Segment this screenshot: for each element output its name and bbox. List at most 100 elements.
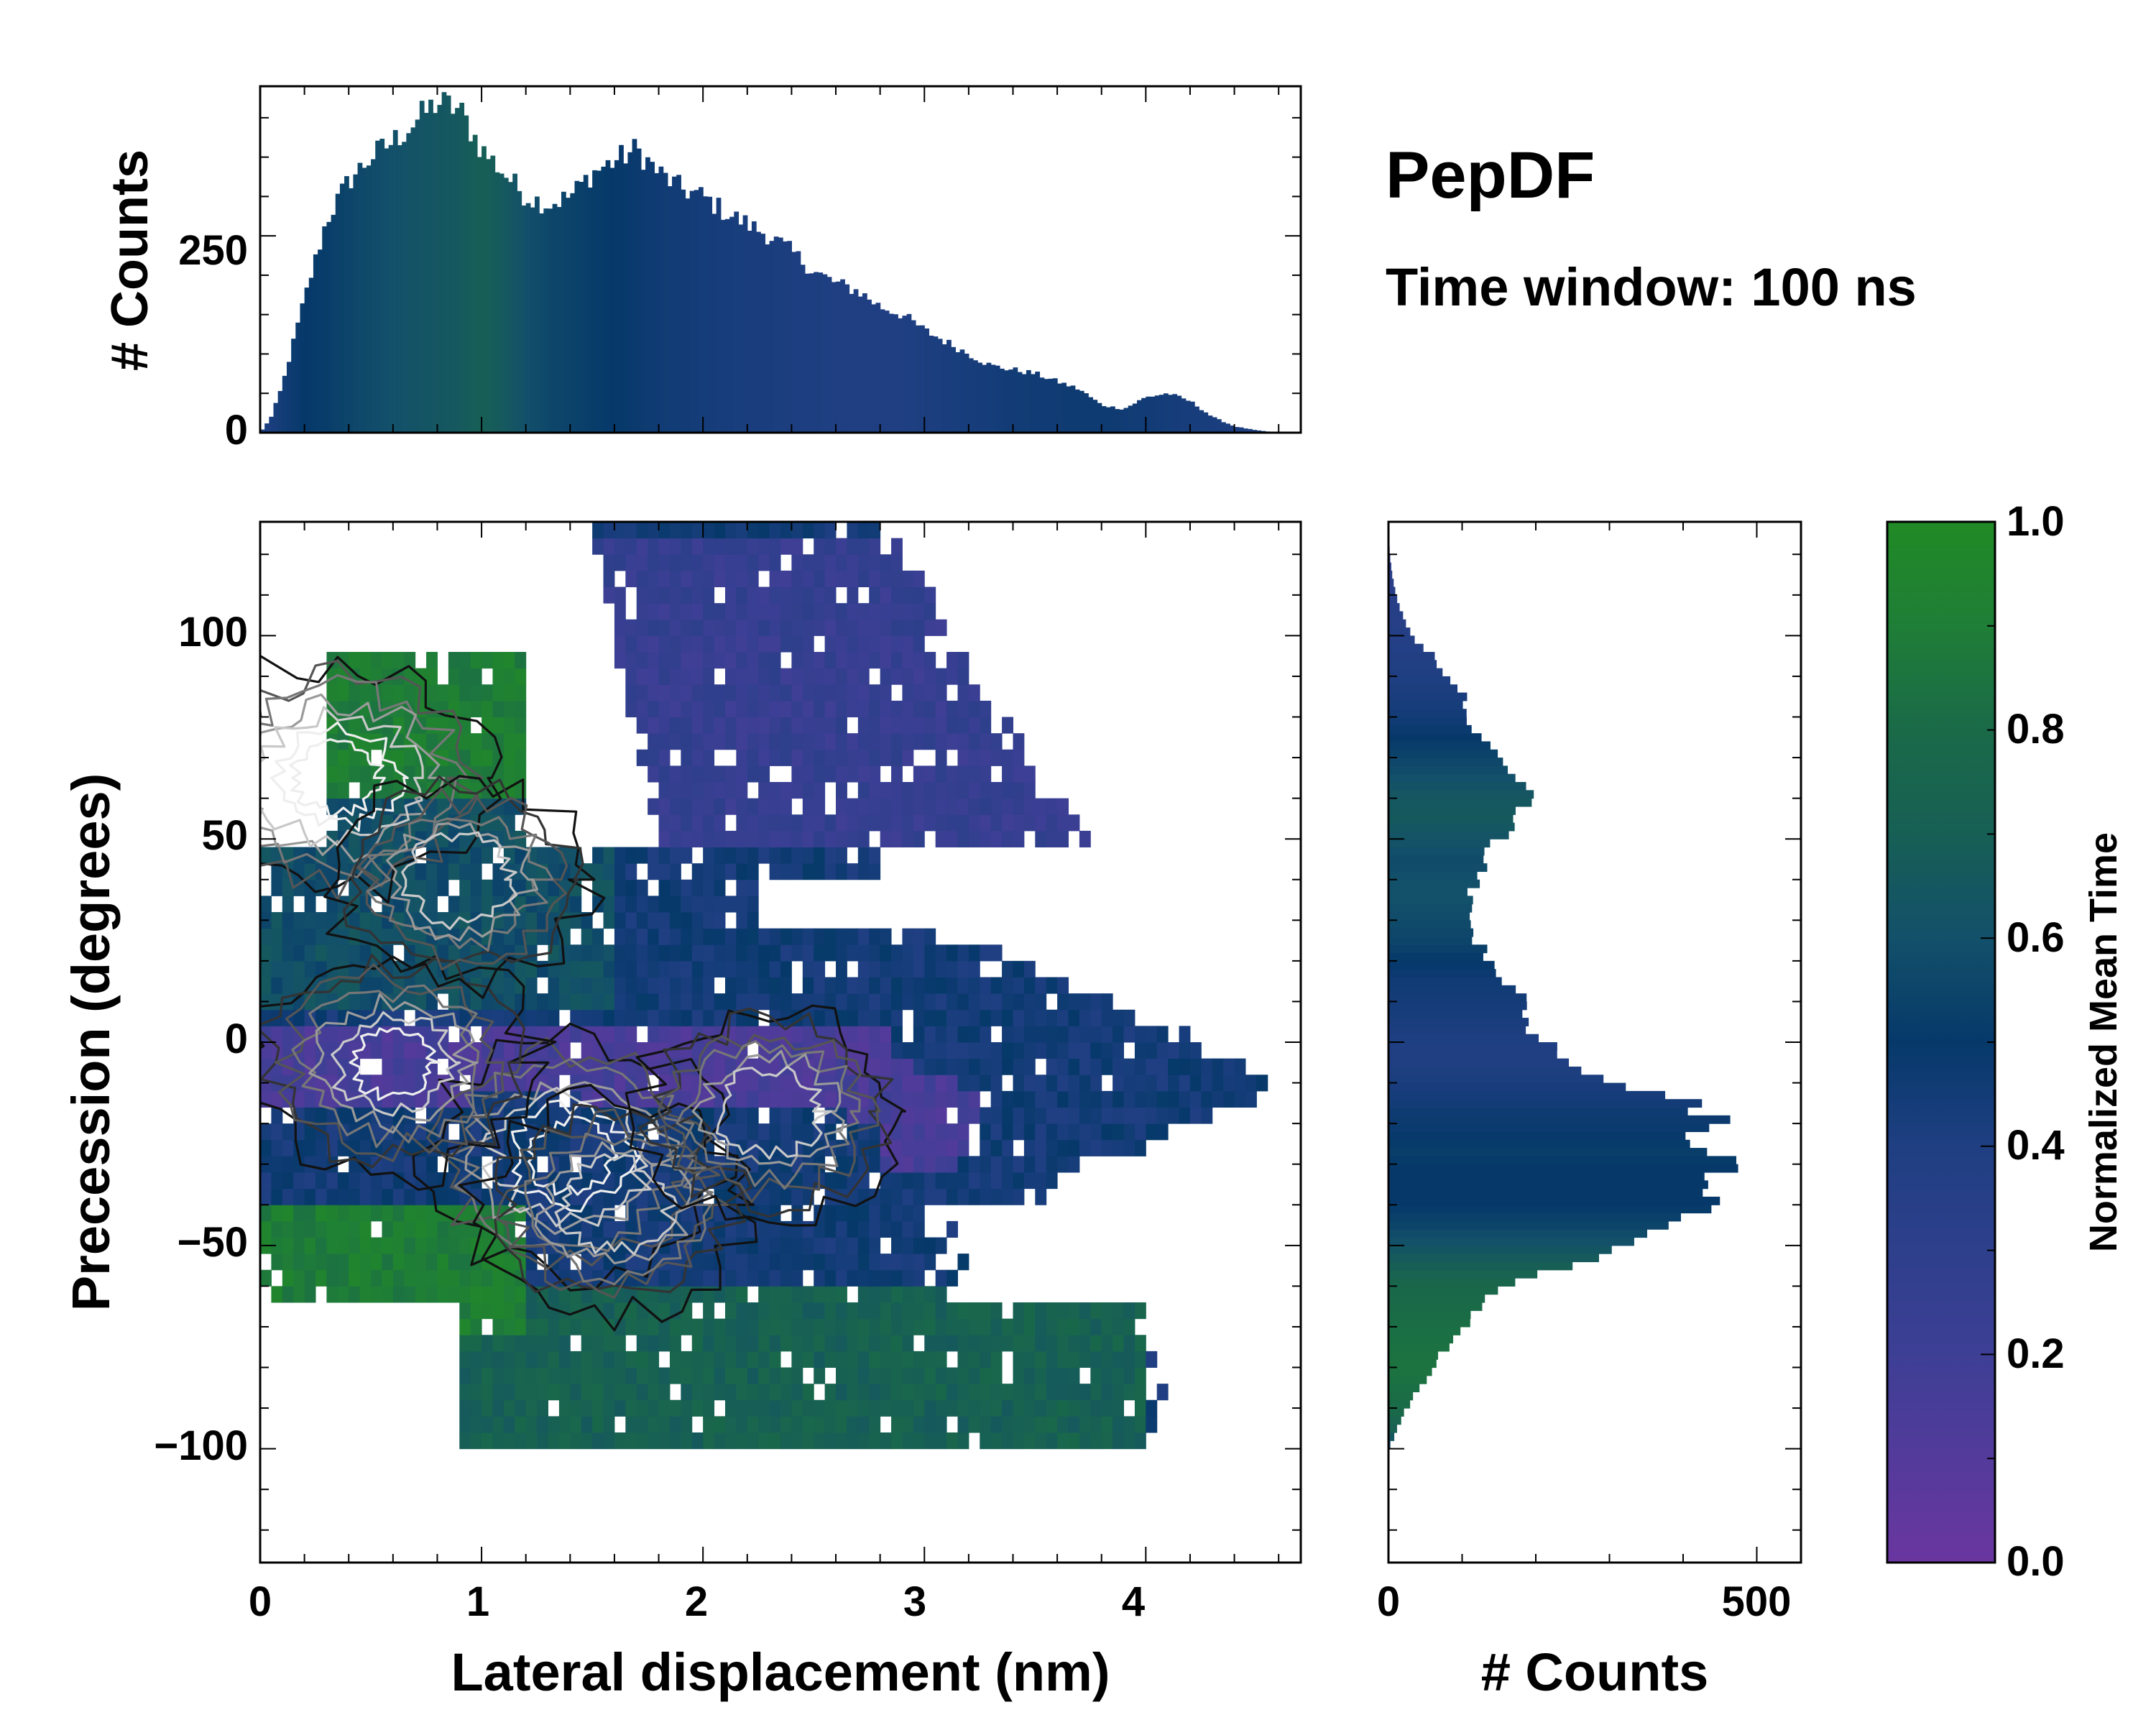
heatmap-cell — [382, 652, 394, 669]
heatmap-cell — [791, 1107, 803, 1124]
heatmap-cell — [857, 1351, 870, 1368]
heatmap-cell — [747, 635, 759, 653]
heatmap-cell — [304, 1090, 316, 1108]
heatmap-cell — [636, 1335, 648, 1352]
heatmap-cell — [482, 717, 493, 734]
heatmap-cell — [703, 635, 715, 653]
right-hist-bar — [1388, 652, 1435, 661]
heatmap-cell — [1002, 1026, 1013, 1043]
heatmap-cell — [703, 912, 715, 929]
right-hist-bar — [1388, 903, 1473, 913]
heatmap-cell — [592, 1318, 604, 1335]
heatmap-cell — [669, 717, 681, 734]
heatmap-cell — [836, 1237, 847, 1254]
heatmap-cell — [758, 619, 770, 636]
heatmap-cell — [968, 1009, 980, 1026]
heatmap-cell — [1146, 1107, 1158, 1124]
heatmap-cell — [824, 522, 837, 539]
heatmap-cell — [492, 1416, 505, 1433]
heatmap-cell — [515, 733, 527, 750]
heatmap-cell — [791, 863, 803, 880]
heatmap-cell — [836, 700, 847, 718]
heatmap-cell — [891, 1123, 903, 1141]
heatmap-cell — [857, 1432, 870, 1450]
heatmap-cell — [592, 1384, 604, 1401]
heatmap-cell — [736, 1384, 748, 1401]
heatmap-cell — [869, 944, 881, 962]
heatmap-cell — [724, 1416, 737, 1433]
heatmap-cell — [537, 1302, 549, 1320]
heatmap-cell — [681, 1090, 693, 1108]
heatmap-cell — [1013, 830, 1025, 848]
heatmap-cell — [990, 798, 1003, 815]
heatmap-cell — [758, 635, 770, 653]
heatmap-cell — [603, 1351, 615, 1368]
heatmap-cell — [902, 814, 914, 832]
heatmap-cell — [681, 586, 693, 604]
heatmap-cell — [470, 1286, 482, 1303]
heatmap-cell — [503, 684, 515, 702]
heatmap-cell — [780, 700, 792, 718]
heatmap-cell — [282, 977, 294, 994]
heatmap-cell — [891, 830, 903, 848]
heatmap-cell — [1201, 1107, 1213, 1124]
heatmap-cell — [271, 1220, 283, 1238]
top-hist-bar — [844, 284, 850, 433]
heatmap-cell — [946, 1058, 958, 1075]
heatmap-cell — [902, 619, 914, 636]
heatmap-cell — [880, 1188, 892, 1205]
heatmap-cell — [714, 1351, 726, 1368]
heatmap-cell — [724, 830, 737, 848]
heatmap-cell — [482, 1335, 493, 1352]
heatmap-cell — [714, 912, 726, 929]
heatmap-cell — [392, 1237, 405, 1254]
top-hist-bar — [574, 180, 580, 433]
heatmap-cell — [935, 1172, 947, 1190]
heatmap-cell — [349, 765, 361, 783]
heatmap-cell — [880, 733, 892, 750]
heatmap-cell — [902, 928, 914, 945]
heatmap-cell — [326, 1188, 338, 1205]
heatmap-cell — [1090, 1107, 1102, 1124]
heatmap-cell — [349, 1172, 361, 1190]
heatmap-cell — [913, 1286, 925, 1303]
heatmap-cell — [537, 1335, 549, 1352]
heatmap-cell — [1112, 1302, 1125, 1320]
heatmap-cell — [691, 668, 704, 685]
heatmap-cell — [736, 993, 748, 1011]
heatmap-cell — [791, 1205, 803, 1222]
heatmap-cell — [426, 733, 438, 750]
heatmap-cell — [548, 1042, 560, 1059]
top-hist-bar — [1185, 400, 1191, 433]
right-hist-bar — [1388, 1196, 1720, 1205]
heatmap-cell — [614, 993, 626, 1011]
heatmap-cell — [525, 1399, 538, 1417]
heatmap-cell — [780, 1384, 792, 1401]
heatmap-cell — [315, 912, 327, 929]
heatmap-cell — [658, 1220, 671, 1238]
heatmap-cell — [1035, 1302, 1047, 1320]
heatmap-cell — [747, 1335, 759, 1352]
heatmap-cell — [515, 652, 527, 669]
heatmap-cell — [691, 814, 704, 832]
heatmap-cell — [703, 1318, 715, 1335]
heatmap-cell — [935, 733, 947, 750]
heatmap-cell — [924, 586, 936, 604]
heatmap-cell — [747, 1090, 759, 1108]
heatmap-cell — [669, 879, 681, 896]
heatmap-cell — [714, 538, 726, 555]
heatmap-cell — [980, 1107, 992, 1124]
heatmap-cell — [814, 684, 826, 702]
heatmap-cell — [349, 912, 361, 929]
heatmap-cell — [703, 782, 715, 799]
heatmap-cell — [924, 652, 936, 669]
heatmap-cell — [426, 1286, 438, 1303]
heatmap-cell — [780, 847, 792, 864]
heatmap-cell — [648, 896, 660, 913]
heatmap-cell — [1013, 1009, 1025, 1026]
heatmap-cell — [1101, 1009, 1113, 1026]
heatmap-cell — [714, 928, 726, 945]
right-hist-bar — [1388, 806, 1516, 815]
heatmap-cell — [558, 879, 571, 896]
heatmap-cell — [946, 765, 958, 783]
